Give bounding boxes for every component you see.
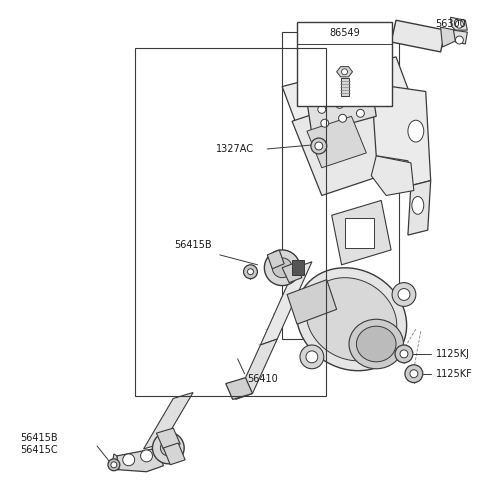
- Circle shape: [160, 440, 176, 456]
- Circle shape: [456, 20, 463, 28]
- Circle shape: [410, 370, 418, 378]
- Circle shape: [342, 69, 348, 75]
- Polygon shape: [307, 116, 366, 168]
- Polygon shape: [236, 339, 277, 400]
- Circle shape: [357, 109, 364, 117]
- Circle shape: [315, 142, 323, 150]
- Polygon shape: [441, 27, 457, 47]
- Ellipse shape: [306, 278, 397, 361]
- Polygon shape: [391, 20, 445, 52]
- Circle shape: [395, 345, 413, 363]
- Polygon shape: [267, 250, 284, 269]
- Polygon shape: [226, 378, 252, 400]
- Ellipse shape: [349, 319, 404, 369]
- Polygon shape: [287, 280, 336, 324]
- Bar: [297, 22, 392, 106]
- Polygon shape: [292, 97, 396, 196]
- Circle shape: [248, 269, 253, 275]
- Circle shape: [400, 350, 408, 358]
- Text: 56415C: 56415C: [20, 445, 58, 455]
- Ellipse shape: [296, 268, 407, 371]
- Circle shape: [336, 101, 344, 108]
- Polygon shape: [372, 156, 414, 196]
- Polygon shape: [260, 262, 312, 345]
- Circle shape: [264, 250, 300, 285]
- Circle shape: [392, 283, 416, 306]
- Circle shape: [318, 105, 326, 113]
- Ellipse shape: [412, 197, 424, 214]
- Circle shape: [272, 258, 292, 278]
- Text: 1125KJ: 1125KJ: [436, 349, 469, 359]
- Circle shape: [108, 459, 120, 471]
- Polygon shape: [332, 201, 391, 265]
- Text: 56300: 56300: [435, 19, 466, 29]
- Polygon shape: [454, 30, 468, 44]
- Circle shape: [153, 432, 184, 464]
- Circle shape: [321, 119, 329, 127]
- Bar: [135, 48, 325, 396]
- Text: 56415B: 56415B: [20, 433, 58, 443]
- Polygon shape: [336, 67, 352, 77]
- Circle shape: [111, 462, 117, 468]
- Circle shape: [353, 96, 361, 103]
- Circle shape: [398, 288, 410, 301]
- Text: 1327AC: 1327AC: [216, 144, 254, 154]
- Text: 56410: 56410: [248, 374, 278, 384]
- Text: 1125KF: 1125KF: [436, 369, 472, 379]
- Circle shape: [141, 450, 153, 462]
- Bar: [345, 218, 374, 248]
- Circle shape: [123, 454, 135, 466]
- Circle shape: [456, 36, 463, 44]
- Circle shape: [311, 138, 327, 154]
- Polygon shape: [372, 83, 431, 185]
- Text: 56415B: 56415B: [174, 240, 212, 250]
- Polygon shape: [408, 181, 431, 235]
- Circle shape: [338, 114, 347, 122]
- Ellipse shape: [357, 326, 396, 362]
- Circle shape: [405, 365, 423, 383]
- Bar: [282, 32, 399, 339]
- Polygon shape: [451, 17, 468, 30]
- Bar: [292, 260, 304, 275]
- Polygon shape: [282, 57, 411, 126]
- Polygon shape: [282, 263, 302, 283]
- Circle shape: [300, 345, 324, 369]
- Polygon shape: [163, 443, 185, 465]
- Bar: [341, 78, 348, 96]
- Ellipse shape: [408, 120, 424, 142]
- Circle shape: [243, 265, 257, 279]
- Polygon shape: [117, 448, 163, 472]
- Polygon shape: [112, 454, 119, 470]
- Polygon shape: [156, 428, 180, 449]
- Text: 86549: 86549: [329, 28, 360, 38]
- Circle shape: [306, 351, 318, 363]
- Polygon shape: [307, 83, 376, 134]
- Polygon shape: [144, 392, 193, 449]
